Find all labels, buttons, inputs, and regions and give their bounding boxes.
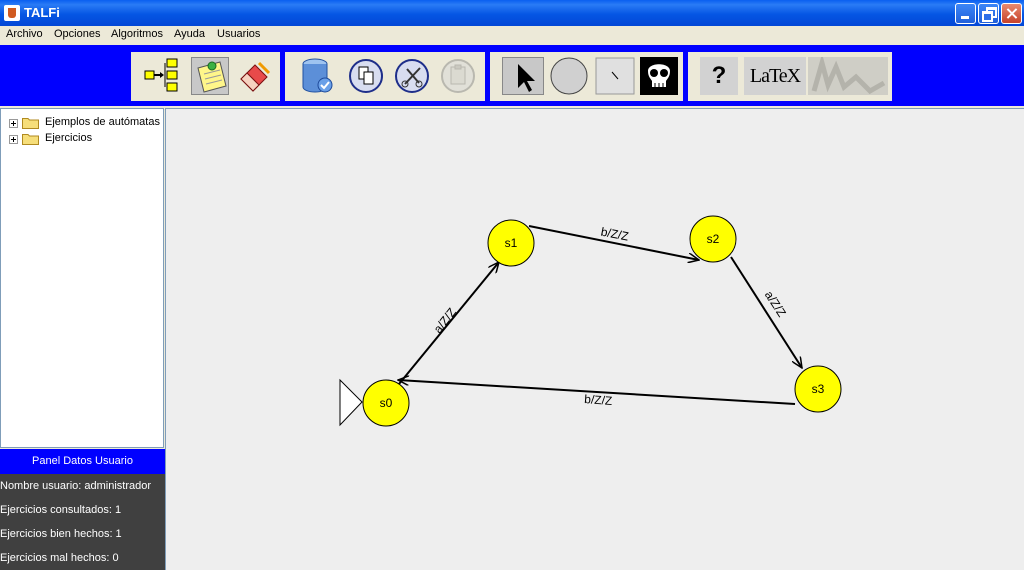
latex-button[interactable]: LaTeX (744, 57, 806, 95)
transition-tool-button[interactable] (594, 57, 636, 95)
user-name: Nombre usuario: administrador (0, 480, 152, 492)
exercises-consulted: Ejercicios consultados: 1 (0, 504, 122, 516)
cut-button[interactable] (393, 57, 431, 95)
tree-icon (144, 58, 178, 92)
chart-button[interactable] (808, 57, 888, 95)
database-icon (302, 58, 333, 93)
latex-icon: LaTeX (749, 65, 801, 87)
cut-icon (395, 59, 429, 93)
transition-label: b/Z/Z (584, 392, 613, 408)
tree-button[interactable] (143, 57, 181, 95)
copy-icon (349, 59, 383, 93)
menu-archivo[interactable]: Archivo (6, 28, 43, 40)
toolbar-group-file (131, 52, 280, 101)
copy-button[interactable] (347, 57, 385, 95)
chart-icon-disabled (808, 57, 888, 95)
menu-opciones[interactable]: Opciones (54, 28, 101, 40)
toolbar-group-draw (490, 52, 683, 101)
examples-tree: Ejemplos de autómatas Ejercicios (0, 108, 164, 448)
transition-s0-s1[interactable] (398, 262, 499, 385)
select-arrow-icon (518, 64, 535, 92)
notes-icon (197, 61, 227, 93)
tree-item-ejercicios[interactable]: Ejercicios (9, 132, 159, 146)
user-panel-header: Panel Datos Usuario (0, 449, 165, 474)
menu-ayuda[interactable]: Ayuda (174, 28, 205, 40)
tree-item-label: Ejercicios (45, 132, 93, 144)
eraser-icon (240, 61, 271, 92)
select-tool-button[interactable] (502, 57, 544, 95)
help-icon: ? (711, 62, 727, 89)
state-label: s0 (380, 396, 393, 410)
state-circle-icon (550, 57, 588, 95)
toolbar: ? LaTeX (0, 45, 1024, 106)
eraser-button[interactable] (235, 57, 273, 95)
transition-s1-s2[interactable] (528, 225, 699, 260)
toolbar-group-edit (285, 52, 485, 101)
state-s3[interactable]: s3 (794, 365, 842, 413)
title-bar: TALFi (0, 0, 1024, 26)
menu-algoritmos[interactable]: Algoritmos (111, 28, 163, 40)
initial-state-marker (339, 378, 363, 427)
state-s2[interactable]: s2 (689, 215, 737, 263)
close-button[interactable] (1001, 3, 1022, 24)
tree-item-label: Ejemplos de autómatas (45, 116, 160, 128)
java-app-icon (4, 5, 20, 21)
state-label: s2 (707, 232, 720, 246)
automaton-canvas[interactable]: a/Z/Z b/Z/Z a/Z/Z b/Z/Z s0 s1 s2 s3 (165, 108, 1024, 570)
transition-s3-s0[interactable] (398, 380, 796, 405)
menu-bar: Archivo Opciones Algoritmos Ayuda Usuari… (0, 26, 1024, 45)
transition-line-icon (595, 57, 635, 95)
transition-s2-s3[interactable] (730, 256, 802, 368)
database-button[interactable] (297, 57, 335, 95)
state-s1[interactable]: s1 (487, 219, 535, 267)
state-s0[interactable]: s0 (362, 379, 410, 427)
tree-item-ejemplos[interactable]: Ejemplos de autómatas (9, 116, 160, 130)
expand-icon[interactable] (9, 119, 18, 128)
toolbar-group-help: ? LaTeX (688, 52, 892, 101)
expand-icon[interactable] (9, 135, 18, 144)
paste-button[interactable] (439, 57, 477, 95)
help-button[interactable]: ? (700, 57, 738, 95)
menu-usuarios[interactable]: Usuarios (217, 28, 261, 40)
user-panel: Nombre usuario: administrador Ejercicios… (0, 474, 165, 570)
window-title: TALFi (24, 5, 60, 20)
automaton-diagram: a/Z/Z b/Z/Z a/Z/Z b/Z/Z s0 s1 s2 s3 (339, 215, 842, 427)
state-tool-button[interactable] (548, 57, 590, 95)
notes-button[interactable] (191, 57, 229, 95)
state-label: s3 (812, 382, 825, 396)
paste-icon-disabled (441, 59, 475, 93)
minimize-button[interactable] (955, 3, 976, 24)
transition-label: a/Z/Z (762, 288, 789, 319)
folder-icon (22, 118, 39, 129)
folder-icon (22, 134, 39, 145)
skull-icon (640, 57, 678, 95)
transition-label: a/Z/Z (431, 305, 459, 336)
exercises-wrong: Ejercicios mal hechos: 0 (0, 552, 119, 564)
delete-tool-button[interactable] (640, 57, 678, 95)
exercises-correct: Ejercicios bien hechos: 1 (0, 528, 122, 540)
state-label: s1 (505, 236, 518, 250)
transition-label: b/Z/Z (600, 225, 630, 244)
restore-button[interactable] (978, 3, 999, 24)
